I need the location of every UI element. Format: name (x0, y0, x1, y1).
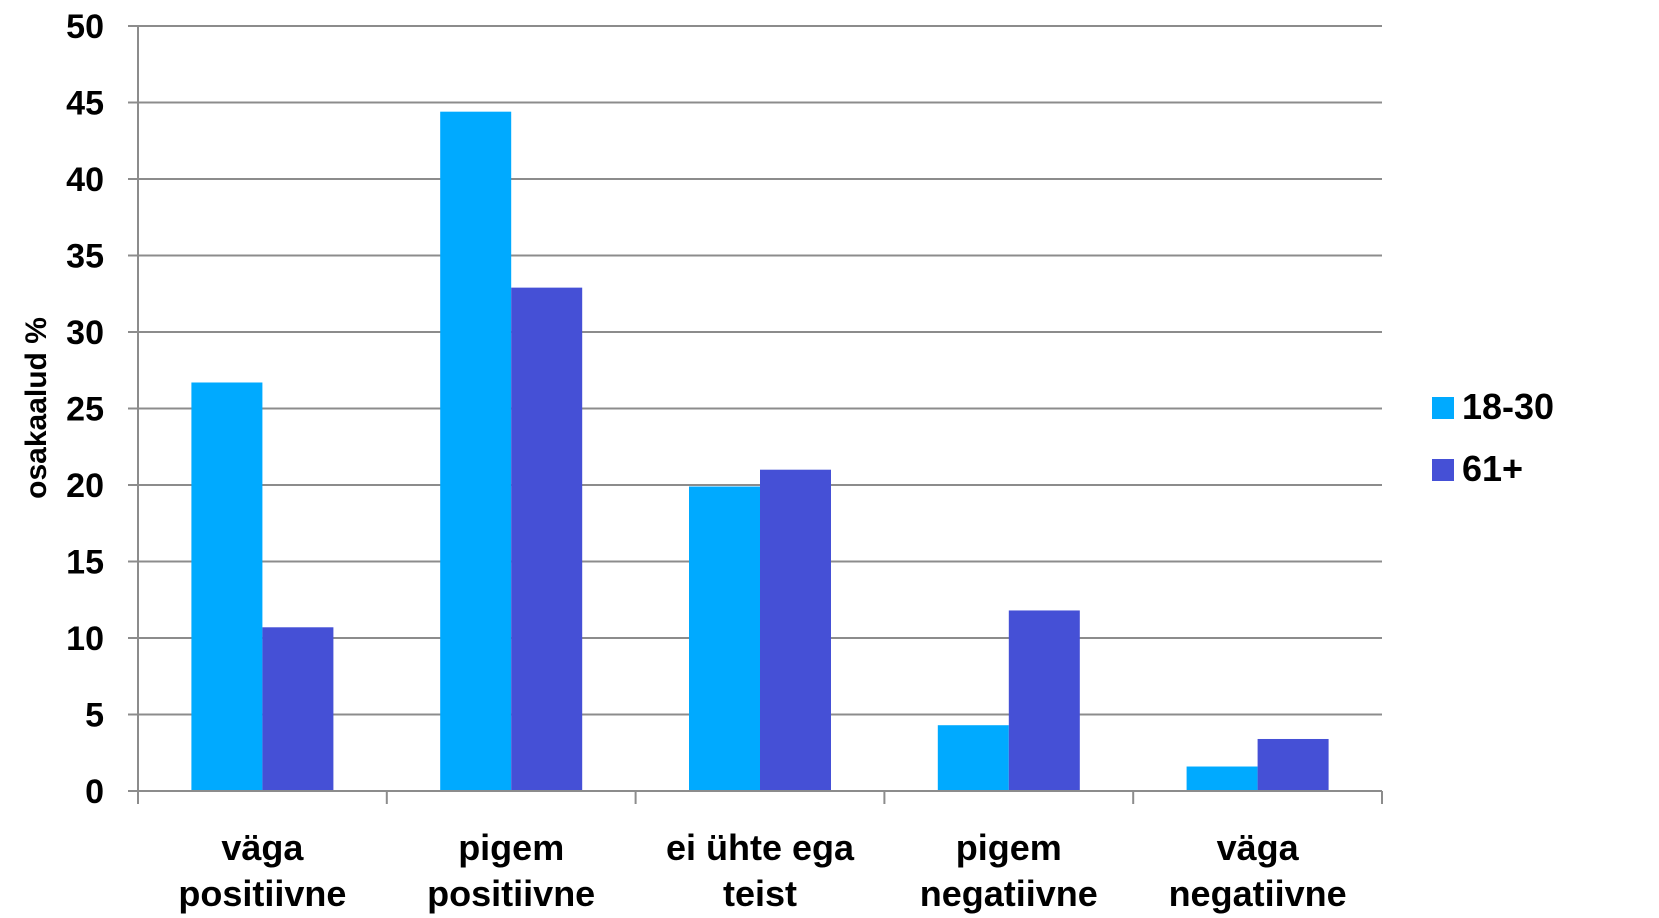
category-label: pigem negatiivne (920, 827, 1098, 914)
category-label: väga positiivne (178, 827, 346, 914)
y-tick-label: 25 (66, 391, 104, 429)
legend-swatch (1432, 459, 1454, 481)
legend: 18-30 61+ (1432, 386, 1554, 489)
y-tick-label: 15 (66, 544, 104, 582)
category-label: väga negatiivne (1169, 827, 1347, 914)
y-tick-labels: 0 5 10 15 20 25 30 35 40 45 50 (66, 8, 104, 811)
y-tick-label: 10 (66, 620, 104, 658)
legend-swatch (1432, 397, 1454, 419)
y-tick-label: 45 (66, 85, 104, 123)
bar-18-30 (1186, 766, 1258, 791)
bars (191, 111, 1329, 792)
y-tick-label: 30 (66, 314, 104, 352)
y-tick-label: 20 (66, 467, 104, 505)
y-tick-label: 5 (85, 697, 104, 735)
bar-18-30 (191, 382, 263, 791)
bar-18-30 (937, 725, 1009, 791)
category-label: ei ühte ega teist (666, 827, 855, 914)
y-axis-title: osakaalud % (20, 317, 53, 499)
legend-label: 61+ (1462, 448, 1523, 489)
bar-61+ (1008, 610, 1080, 791)
category-label: pigem positiivne (427, 827, 595, 914)
bar-61+ (1257, 738, 1329, 791)
y-tick-label: 0 (85, 773, 104, 811)
y-tick-label: 50 (66, 8, 104, 46)
y-tick-label: 35 (66, 238, 104, 276)
bar-61+ (262, 627, 334, 791)
bar-18-30 (689, 486, 760, 791)
y-tick-label: 40 (66, 161, 104, 199)
bar-61+ (760, 469, 831, 791)
bar-18-30 (440, 111, 512, 792)
bar-61+ (511, 287, 583, 791)
legend-label: 18-30 (1462, 386, 1554, 427)
category-labels: väga positiivne pigem positiivne ei ühte ega… (178, 827, 1346, 914)
axes (137, 26, 1383, 804)
